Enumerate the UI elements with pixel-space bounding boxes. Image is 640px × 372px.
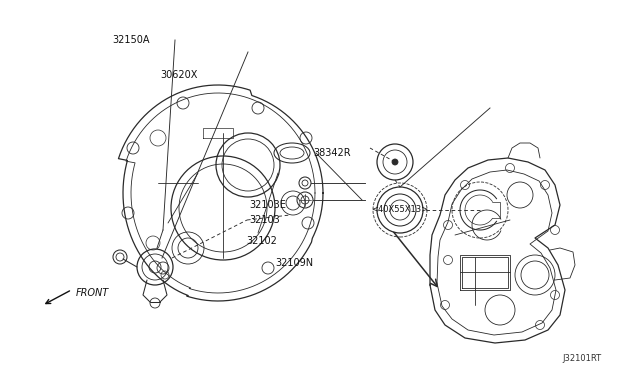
Text: 32109N: 32109N	[275, 258, 314, 268]
Text: J32101RT: J32101RT	[563, 354, 602, 363]
Text: 32102: 32102	[246, 235, 277, 246]
Text: FRONT: FRONT	[76, 288, 109, 298]
Text: 32103: 32103	[250, 215, 280, 225]
Circle shape	[392, 159, 398, 165]
Text: <40X55X13>: <40X55X13>	[371, 205, 428, 214]
Text: 32103E: 32103E	[250, 200, 287, 210]
Text: 30620X: 30620X	[160, 70, 197, 80]
Text: 38342R: 38342R	[314, 148, 351, 158]
Text: 32150A: 32150A	[112, 35, 150, 45]
